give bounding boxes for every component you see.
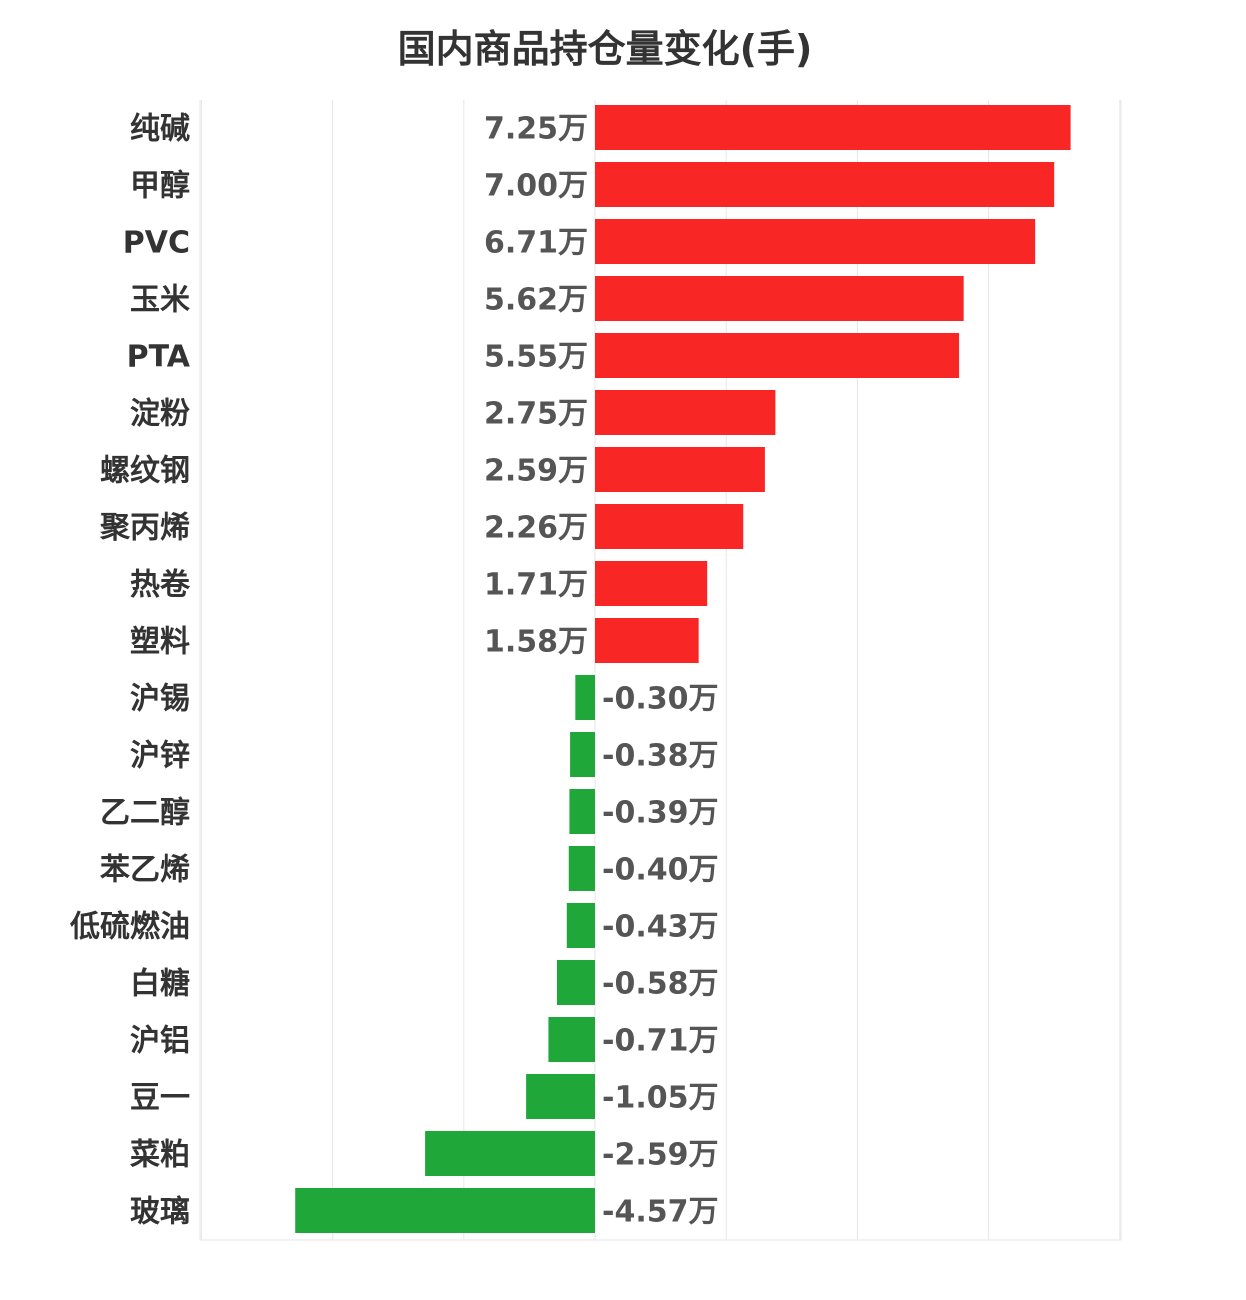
category-label: 白糖 bbox=[130, 967, 190, 1002]
bars bbox=[295, 105, 1071, 1233]
value-labels: 7.25万 7.00万 6.71万 5.62万 5.55万 2.75万 2.59万 2.26万… bbox=[484, 112, 719, 1230]
value-label: 5.55万 bbox=[484, 340, 588, 375]
grid-lines bbox=[199, 100, 1122, 1241]
bar bbox=[526, 1074, 595, 1119]
category-label: PVC bbox=[123, 226, 190, 261]
bar bbox=[595, 504, 744, 549]
category-label: 低硫燃油 bbox=[69, 910, 190, 945]
value-label: 7.00万 bbox=[484, 169, 588, 204]
bar bbox=[566, 903, 595, 948]
value-label: 6.71万 bbox=[484, 226, 588, 261]
category-label: 玉米 bbox=[130, 283, 190, 318]
category-label: 螺纹钢 bbox=[100, 454, 190, 489]
value-label: 1.71万 bbox=[484, 568, 588, 603]
value-label: -2.59万 bbox=[602, 1138, 718, 1173]
bar bbox=[595, 333, 960, 378]
bar bbox=[595, 105, 1071, 150]
bar bbox=[568, 846, 595, 891]
chart-title: 国内商品持仓量变化(手) bbox=[397, 27, 813, 71]
category-label: 淀粉 bbox=[130, 397, 190, 432]
value-label: -0.38万 bbox=[602, 739, 718, 774]
bar bbox=[595, 219, 1036, 264]
bar bbox=[569, 789, 595, 834]
value-label: 2.59万 bbox=[484, 454, 588, 489]
value-label: -0.71万 bbox=[602, 1024, 718, 1059]
bar bbox=[570, 732, 595, 777]
bar bbox=[295, 1188, 595, 1233]
bar bbox=[595, 276, 964, 321]
value-label: 5.62万 bbox=[484, 283, 588, 318]
category-label: 沪锡 bbox=[130, 682, 190, 717]
category-label: 玻璃 bbox=[130, 1195, 190, 1230]
category-label: 菜粕 bbox=[130, 1138, 190, 1173]
category-label: 纯碱 bbox=[130, 112, 190, 147]
category-label: 苯乙烯 bbox=[100, 853, 190, 888]
category-label: 聚丙烯 bbox=[99, 511, 190, 546]
category-label: 沪铝 bbox=[130, 1024, 190, 1059]
bar bbox=[595, 561, 708, 606]
bar bbox=[548, 1017, 595, 1062]
value-label: -0.39万 bbox=[602, 796, 718, 831]
value-label: -1.05万 bbox=[602, 1081, 718, 1116]
value-label: -0.58万 bbox=[602, 967, 718, 1002]
bar bbox=[556, 960, 595, 1005]
value-label: -0.30万 bbox=[602, 682, 718, 717]
bar bbox=[595, 618, 699, 663]
value-label: 2.26万 bbox=[484, 511, 588, 546]
value-label: -0.43万 bbox=[602, 910, 718, 945]
bar bbox=[575, 675, 595, 720]
bar bbox=[425, 1131, 595, 1176]
category-label: 热卷 bbox=[130, 568, 191, 603]
value-label: -0.40万 bbox=[602, 853, 718, 888]
category-label: 豆一 bbox=[130, 1081, 190, 1116]
bar bbox=[595, 390, 776, 435]
category-label: 塑料 bbox=[130, 625, 190, 660]
category-label: 甲醇 bbox=[130, 169, 190, 204]
bar bbox=[595, 162, 1055, 207]
category-label: 乙二醇 bbox=[100, 796, 190, 831]
bar bbox=[595, 447, 765, 492]
value-label: 1.58万 bbox=[484, 625, 588, 660]
value-label: -4.57万 bbox=[602, 1195, 718, 1230]
value-label: 7.25万 bbox=[484, 112, 588, 147]
category-label: 沪锌 bbox=[130, 739, 190, 774]
value-label: 2.75万 bbox=[484, 397, 588, 432]
category-label: PTA bbox=[127, 340, 191, 375]
